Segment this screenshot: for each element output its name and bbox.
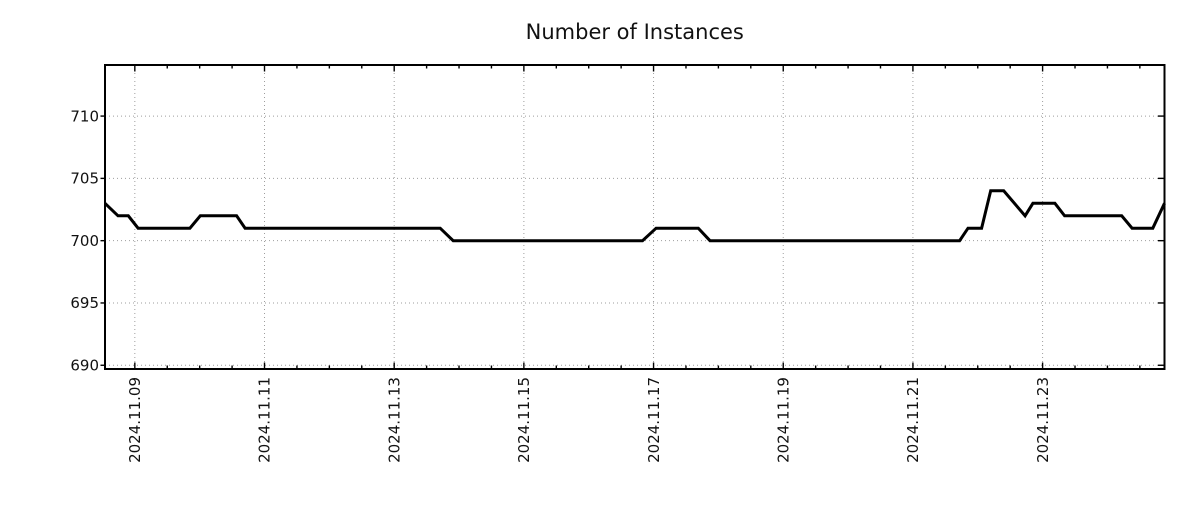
chart-title: Number of Instances	[526, 20, 744, 44]
x-tick-label: 2024.11.11	[256, 377, 274, 463]
y-tick-label: 705	[70, 170, 99, 188]
y-tick-label: 710	[70, 107, 99, 125]
series-instances	[103, 189, 1166, 243]
x-tick-label: 2024.11.15	[515, 377, 533, 463]
series-line	[103, 189, 1166, 243]
x-tick-label: 2024.11.19	[774, 377, 792, 463]
axes-spines	[104, 64, 1166, 370]
y-tick-label: 695	[70, 294, 99, 312]
x-tick-label: 2024.11.17	[645, 377, 663, 463]
axis-tick-marks	[100, 65, 1165, 369]
x-tick-label: 2024.11.21	[904, 377, 922, 463]
x-tick-label: 2024.11.13	[385, 377, 403, 463]
y-tick-label: 690	[70, 356, 99, 374]
gridlines	[105, 65, 1165, 369]
y-tick-label: 700	[70, 232, 99, 250]
axis-tick-labels: 690 695 700 705 710 2024.11.09 2024.11.11 2024.…	[70, 107, 1051, 463]
x-tick-label: 2024.11.23	[1034, 377, 1052, 463]
plot-border	[104, 64, 1166, 370]
x-tick-label: 2024.11.09	[126, 377, 144, 463]
